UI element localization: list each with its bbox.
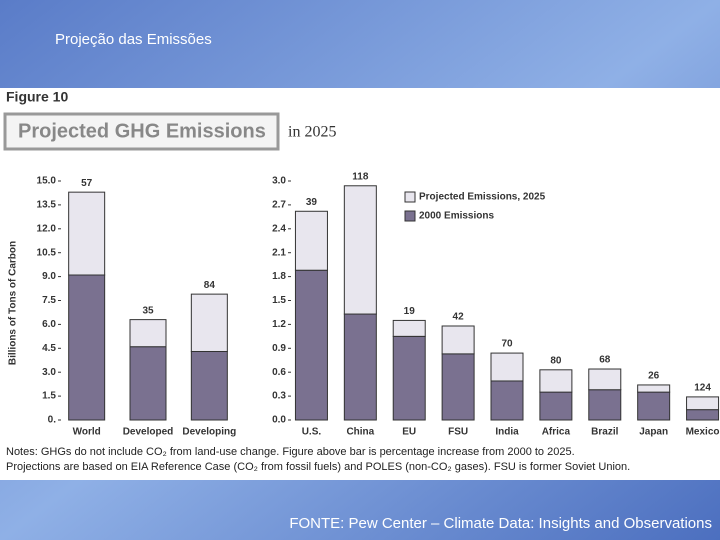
percent-label: 124 xyxy=(694,383,711,394)
percent-label: 80 xyxy=(550,355,562,366)
bar-segment xyxy=(686,396,720,411)
bar-segment xyxy=(190,293,228,352)
slide-title: Projeção das Emissões xyxy=(55,31,212,48)
bar-segment xyxy=(129,319,167,348)
source: FONTE: Pew Center – Climate Data: Insigh… xyxy=(289,515,712,532)
bar-segment xyxy=(68,191,106,276)
percent-label: 84 xyxy=(204,280,216,291)
bar-segment xyxy=(637,384,671,393)
y-tick-label: 15.0 xyxy=(37,176,57,187)
x-tick-label: Mexico xyxy=(686,427,720,438)
bar-segment xyxy=(392,319,426,337)
percent-label: 39 xyxy=(306,197,318,208)
bar-segment xyxy=(441,353,475,421)
bar-segment xyxy=(294,269,328,421)
percent-label: 68 xyxy=(599,355,611,366)
y-tick-label: 0.9 xyxy=(272,343,286,354)
y-tick-label: 0.6 xyxy=(272,367,286,378)
bar-segment xyxy=(588,389,622,421)
x-tick-label: Africa xyxy=(542,427,571,438)
legend-swatch xyxy=(404,210,416,222)
y-tick-label: 0.0 xyxy=(272,415,286,426)
bar-segment xyxy=(294,210,328,271)
y-tick-label: 12.0 xyxy=(37,223,57,234)
y-tick-label: 3.0 xyxy=(42,367,56,378)
percent-label: 26 xyxy=(648,371,660,382)
legend-swatch xyxy=(404,191,416,203)
x-tick-label: Developed xyxy=(123,427,174,438)
x-tick-label: India xyxy=(495,427,519,438)
y-tick-label: 9.0 xyxy=(42,271,56,282)
y-tick-label: 1.2 xyxy=(272,319,286,330)
bar-segment xyxy=(539,391,573,421)
y-tick-label: 7.5 xyxy=(42,295,56,306)
bar-segment xyxy=(588,368,622,391)
figure-title-suffix: in 2025 xyxy=(288,124,336,141)
y-tick-label: 13.5 xyxy=(37,200,57,211)
y-tick-label: 0. xyxy=(48,415,57,426)
bar-segment xyxy=(490,380,524,421)
bar-segment xyxy=(129,346,167,421)
bar-segment xyxy=(190,350,228,421)
y-tick-label: 1.8 xyxy=(272,271,286,282)
bar-segment xyxy=(686,409,720,421)
y-tick-label: 0.3 xyxy=(272,391,286,402)
x-tick-label: Brazil xyxy=(591,427,618,438)
bar-segment xyxy=(343,185,377,315)
bar-segment xyxy=(490,352,524,382)
title-box xyxy=(3,112,280,151)
x-tick-label: China xyxy=(346,427,374,438)
percent-label: 70 xyxy=(501,339,513,350)
y-tick-label: 10.5 xyxy=(37,247,57,258)
note: Notes: GHGs do not include CO₂ from land… xyxy=(6,446,575,458)
y-axis-label: Billions of Tons of Carbon xyxy=(8,241,19,365)
y-tick-label: 2.7 xyxy=(272,200,286,211)
note: Projections are based on EIA Reference C… xyxy=(6,461,630,473)
percent-label: 42 xyxy=(453,312,465,323)
y-tick-label: 6.0 xyxy=(42,319,56,330)
bar-segment xyxy=(441,325,475,355)
percent-label: 19 xyxy=(404,306,416,317)
y-tick-label: 1.5 xyxy=(272,295,286,306)
legend-label: 2000 Emissions xyxy=(419,211,494,222)
x-tick-label: FSU xyxy=(448,427,468,438)
bar-segment xyxy=(539,369,573,393)
percent-label: 118 xyxy=(352,171,369,182)
legend-label: Projected Emissions, 2025 xyxy=(419,192,546,203)
y-tick-label: 3.0 xyxy=(272,176,286,187)
bar-segment xyxy=(343,313,377,421)
x-tick-label: Japan xyxy=(639,427,668,438)
y-tick-label: 2.4 xyxy=(272,223,286,234)
x-tick-label: EU xyxy=(402,427,416,438)
y-tick-label: 2.1 xyxy=(272,247,286,258)
figure-label: Figure 10 xyxy=(6,89,68,105)
x-tick-label: Developing xyxy=(182,427,236,438)
bar-segment xyxy=(637,391,671,421)
x-tick-label: U.S. xyxy=(302,427,322,438)
percent-label: 57 xyxy=(81,178,93,189)
y-tick-label: 4.5 xyxy=(42,343,56,354)
bar-segment xyxy=(68,274,106,421)
figure-title: Projected GHG Emissions xyxy=(18,120,266,142)
bar-segment xyxy=(392,335,426,421)
x-tick-label: World xyxy=(73,427,101,438)
percent-label: 35 xyxy=(142,305,154,316)
y-tick-label: 1.5 xyxy=(42,391,56,402)
